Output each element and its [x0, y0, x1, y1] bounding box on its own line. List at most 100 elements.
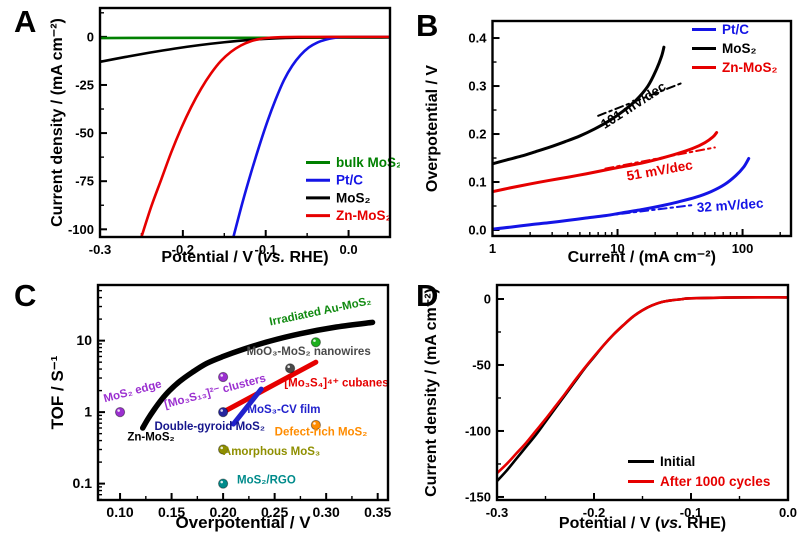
legend-label-bulk MoS₂: bulk MoS₂ — [336, 155, 400, 170]
series-MoS₂ Tafel fit — [597, 81, 685, 117]
plot-box — [491, 19, 793, 238]
legend-label-MoS₂: MoS₂ — [722, 41, 757, 56]
panel-D-chart: -0.3 -0.2 -0.1 0.0 0 -50 -100 -150 Potential / V… — [423, 283, 797, 532]
point-Defect-rich MoS₂ — [310, 419, 321, 431]
legend-label-After 1000 cycles: After 1000 cycles — [660, 474, 770, 489]
y-axis-label: Current density / (mA cm⁻²) — [423, 288, 440, 497]
annotation-32 mV/dec: 32 mV/dec — [696, 196, 764, 216]
y-tick-label: -150 — [465, 489, 491, 504]
panel-B: B 1 10 100 0.0 0.1 0.2 0.3 0.4 Current / (mA cm⁻… — [400, 0, 800, 270]
series-MoS₂ — [100, 35, 390, 64]
y-tick-label: -50 — [472, 357, 491, 372]
panel-A-letter: A — [14, 4, 37, 39]
x-axis-label: Current / (mA cm⁻²) — [568, 249, 716, 266]
x-tick-label: 1 — [489, 241, 496, 256]
legend-label-Initial: Initial — [660, 454, 695, 469]
panel-A-series — [100, 35, 390, 237]
panel-C-axes: 0.10 0.15 0.20 0.25 0.30 0.35 0.1 1 10 — [73, 289, 392, 520]
panel-D-legend: Initial After 1000 cycles — [628, 454, 770, 489]
legend-label-Pt/C: Pt/C — [336, 173, 363, 188]
series-Zn-MoS₂ — [492, 131, 719, 194]
x-tick-label: 0.20 — [209, 504, 236, 520]
y-tick-label: 0 — [87, 29, 94, 44]
y-tick-label: 0.4 — [468, 31, 487, 46]
series-MoS₃-CV film trend — [230, 386, 264, 427]
panel-C-letter: C — [14, 278, 37, 313]
x-tick-label: -0.2 — [172, 242, 194, 257]
series-[Mo₃S₄]⁴⁺ cubanes trend — [220, 359, 319, 415]
series-Pt/C Tafel fit — [547, 204, 694, 224]
y-tick-label: 0.3 — [468, 79, 486, 94]
x-tick-label: 0.30 — [313, 504, 340, 520]
y-axis-label: Overpotential / V — [424, 65, 441, 192]
panel-A-legend: bulk MoS₂ Pt/C MoS₂ Zn-MoS₂ — [306, 155, 400, 223]
series-Pt/C — [492, 156, 751, 231]
annotation-Zn-MoS₂: Zn-MoS₂ — [127, 432, 174, 444]
point-MoS₂ edge — [114, 407, 126, 418]
legend-label-Zn-MoS₂: Zn-MoS₂ — [722, 60, 777, 75]
point-Double-gyroid MoS₂ — [218, 407, 229, 418]
y-tick-label: -100 — [68, 222, 94, 237]
panel-B-chart: 1 10 100 0.0 0.1 0.2 0.3 0.4 Current / (mA cm⁻²)… — [424, 19, 793, 266]
y-tick-label: -25 — [75, 77, 94, 92]
point-Amorphous MoS₃ — [218, 444, 229, 455]
legend-label-MoS₂: MoS₂ — [336, 190, 371, 205]
x-tick-label: -0.1 — [680, 505, 702, 520]
x-axis-label: Potential / V (vs. RHE) — [161, 249, 328, 266]
panel-A-chart: -0.3 -0.2 -0.1 0.0 0 -25 -50 -75 -100 Potential /… — [49, 6, 400, 266]
y-tick-label: 1 — [84, 404, 92, 420]
x-tick-label: 0.0 — [340, 242, 358, 257]
y-tick-label: 0.0 — [468, 223, 486, 238]
panel-C-series — [139, 319, 376, 431]
panel-B-series — [492, 45, 751, 231]
x-tick-label: 0.15 — [158, 504, 185, 520]
annotation-[Mo₃S₄]⁴⁺ cubanes: [Mo₃S₄]⁴⁺ cubanes — [284, 377, 388, 389]
panel-D-series — [497, 296, 788, 483]
y-axis-label: Current density / (mA cm⁻²) — [49, 18, 66, 227]
series-Zn-MoS₂ Tafel fit — [604, 146, 716, 170]
point-Irradiated Au-MoS₂ — [310, 337, 321, 348]
annotation-MoO₃-MoS₂ nanowires: MoO₃-MoS₂ nanowires — [247, 346, 371, 358]
y-tick-label: -75 — [75, 174, 94, 189]
panel-B-legend: Pt/C MoS₂ Zn-MoS₂ — [692, 22, 777, 75]
y-tick-label: 0.2 — [468, 127, 486, 142]
annotation-Double-gyroid MoS₂: Double-gyroid MoS₂ — [154, 421, 265, 433]
panel-D: D -0.3 -0.2 -0.1 0.0 0 -50 -100 -150 Potential /… — [400, 270, 800, 541]
x-tick-label: 0.25 — [261, 504, 288, 520]
x-axis-label: Potential / V (vs. RHE) — [559, 515, 726, 532]
legend-label-Pt/C: Pt/C — [722, 22, 749, 37]
annotation-MoS₃-CV film: MoS₃-CV film — [247, 404, 320, 416]
y-tick-label: -50 — [75, 126, 94, 141]
panel-A-axes: -0.3 -0.2 -0.1 0.0 0 -25 -50 -75 -100 — [68, 12, 358, 257]
y-tick-label: 0.1 — [73, 475, 93, 491]
x-tick-label: 100 — [732, 241, 754, 256]
annotation-51 mV/dec: 51 mV/dec — [625, 157, 694, 183]
series-Pt/C — [232, 35, 390, 237]
plot-box — [96, 283, 390, 502]
legend-label-Zn-MoS₂: Zn-MoS₂ — [336, 208, 391, 223]
annotation-MoS₂ edge: MoS₂ edge — [102, 378, 163, 405]
x-tick-label: -0.3 — [486, 505, 508, 520]
series-Zn-MoS₂ — [140, 35, 390, 237]
x-tick-label: -0.3 — [89, 242, 111, 257]
x-tick-label: -0.2 — [583, 505, 605, 520]
point-MoS₂/RGO — [218, 478, 229, 489]
x-tick-label: 0.35 — [364, 504, 391, 520]
point-MoO₃-MoS₂ nanowires — [284, 363, 296, 374]
panel-C: C 0.10 0.15 0.20 0.25 0.30 0.35 0.1 1 10 Overpote… — [0, 270, 400, 541]
plot-box — [495, 283, 790, 502]
panel-A: A -0.3 -0.2 -0.1 0.0 0 -25 -50 -75 -100 Potential… — [0, 0, 400, 270]
point-[Mo₃S₁₃]²⁻ clusters — [218, 371, 229, 383]
x-tick-label: -0.1 — [255, 242, 277, 257]
annotation-Defect-rich MoS₂: Defect-rich MoS₂ — [275, 427, 368, 439]
panel-C-chart: 0.10 0.15 0.20 0.25 0.30 0.35 0.1 1 10 Overpotent… — [48, 283, 392, 532]
y-tick-label: 10 — [76, 332, 92, 348]
x-axis-label: Overpotential / V — [175, 513, 311, 532]
x-tick-label: 10 — [610, 241, 624, 256]
series-Initial — [497, 296, 788, 483]
series-MoS₂ — [492, 45, 666, 166]
x-tick-label: 0.0 — [779, 505, 797, 520]
annotation-MoS₂/RGO: MoS₂/RGO — [237, 475, 296, 487]
y-axis-label: TOF / S⁻¹ — [48, 355, 67, 429]
